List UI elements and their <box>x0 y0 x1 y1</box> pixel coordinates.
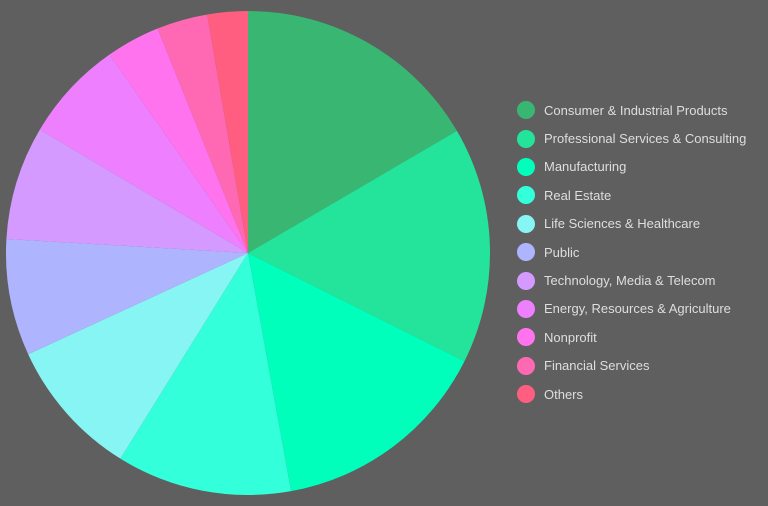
pie-chart <box>6 11 490 495</box>
legend-label: Real Estate <box>544 187 612 203</box>
legend-label: Public <box>544 244 580 260</box>
legend-label: Manufacturing <box>544 159 627 175</box>
pie-slice-professional-services-consulting[interactable] <box>248 130 490 362</box>
pie-slice-energy-resources-agriculture[interactable] <box>39 54 248 254</box>
legend-label: Energy, Resources & Agriculture <box>544 301 731 317</box>
pie-slice-consumer-industrial-products[interactable] <box>248 11 457 253</box>
legend-swatch-icon <box>517 243 535 262</box>
pie-slice-real-estate[interactable] <box>120 253 292 495</box>
legend-item-others[interactable]: Others <box>517 380 746 408</box>
legend-swatch-icon <box>517 129 535 148</box>
legend-item-life-sciences[interactable]: Life Sciences & Healthcare <box>517 210 746 238</box>
legend-item-real-estate[interactable]: Real Estate <box>517 181 746 209</box>
legend-item-consumer-industrial[interactable]: Consumer & Industrial Products <box>517 96 746 124</box>
legend-item-professional-services[interactable]: Professional Services & Consulting <box>517 124 746 152</box>
pie-slice-others[interactable] <box>207 11 248 253</box>
legend-item-energy-resources[interactable]: Energy, Resources & Agriculture <box>517 295 746 323</box>
pie-slice-financial-services[interactable] <box>157 14 248 253</box>
legend-label: Consumer & Industrial Products <box>544 102 728 118</box>
legend-item-nonprofit[interactable]: Nonprofit <box>517 323 746 351</box>
legend-swatch-icon <box>517 385 535 404</box>
legend-swatch-icon <box>517 328 535 347</box>
legend-label: Professional Services & Consulting <box>544 131 747 147</box>
legend-label: Life Sciences & Healthcare <box>544 216 701 232</box>
legend-item-financial-services[interactable]: Financial Services <box>517 352 746 380</box>
legend-swatch-icon <box>517 271 535 290</box>
legend: Consumer & Industrial Products Professio… <box>517 96 746 408</box>
legend-swatch-icon <box>517 214 535 233</box>
legend-label: Nonprofit <box>544 329 597 345</box>
legend-item-public[interactable]: Public <box>517 238 746 266</box>
legend-swatch-icon <box>517 101 535 120</box>
legend-swatch-icon <box>517 157 535 176</box>
legend-label: Financial Services <box>544 358 650 374</box>
legend-swatch-icon <box>517 299 535 318</box>
pie-slice-life-sciences-healthcare[interactable] <box>28 253 248 459</box>
legend-item-technology-media[interactable]: Technology, Media & Telecom <box>517 266 746 294</box>
legend-swatch-icon <box>517 356 535 375</box>
pie-slice-manufacturing[interactable] <box>248 253 465 492</box>
legend-label: Technology, Media & Telecom <box>544 273 716 289</box>
legend-swatch-icon <box>517 186 535 205</box>
pie-slice-technology-media-telecom[interactable] <box>6 129 249 253</box>
legend-item-manufacturing[interactable]: Manufacturing <box>517 153 746 181</box>
pie-slice-nonprofit[interactable] <box>109 28 248 254</box>
pie-slice-public[interactable] <box>6 238 249 355</box>
legend-label: Others <box>544 386 584 402</box>
